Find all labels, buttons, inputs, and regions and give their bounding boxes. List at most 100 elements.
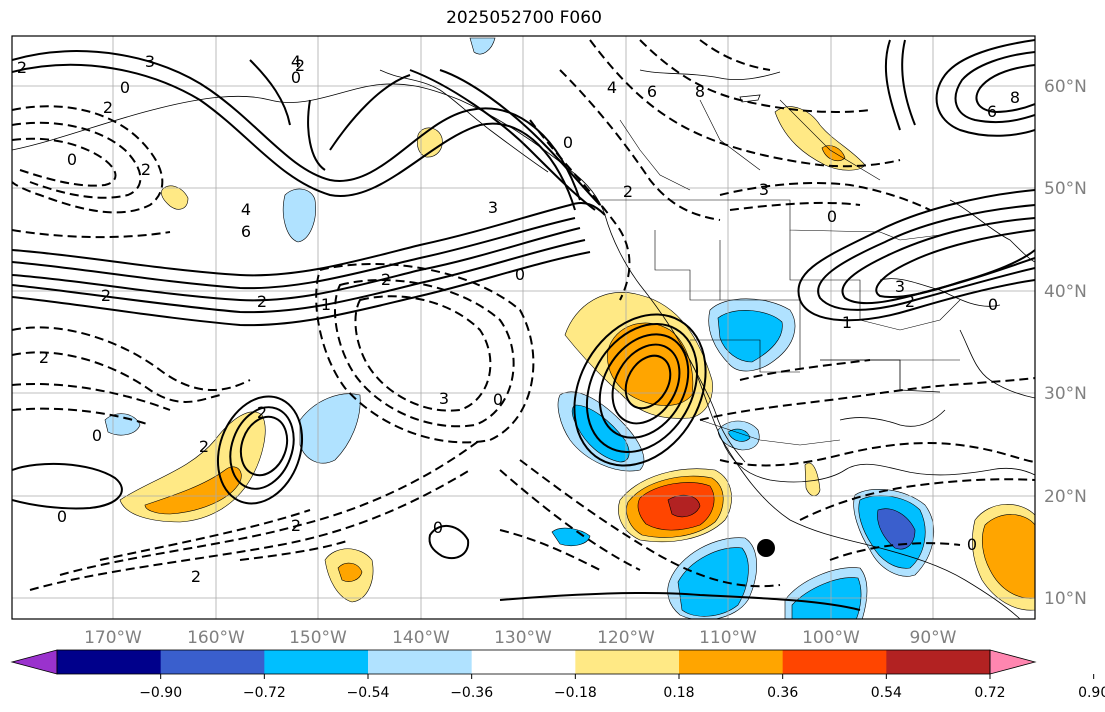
contour-label: 1 [842,313,852,332]
colorbar-tick-label: −0.36 [450,685,493,701]
lon-label: 160°W [187,628,245,648]
shade-blue [727,428,751,442]
coastlines [12,69,1035,619]
shade-yellow [161,185,189,210]
contour-label: 8 [1010,88,1020,107]
colorbar-segment [57,650,162,674]
graticule [12,36,1035,619]
contour-label: 4 [607,78,617,97]
map-title: 2025052700 F060 [446,8,602,28]
colorbar-tick-label: −0.18 [554,685,597,701]
contour-label: 4 [291,52,301,71]
colorbar-extend-high [989,649,1037,675]
contour-label: 0 [967,535,977,554]
contour-label: 6 [647,82,657,101]
lat-label: 30°N [1044,384,1087,404]
colorbar-tick-label: −0.90 [139,685,182,701]
contour-label: 2 [141,160,151,179]
lon-label: 170°W [84,628,142,648]
latitude-labels: 60°N 50°N 40°N 30°N 20°N 10°N [1044,77,1087,609]
contour-label: 2 [905,292,915,311]
colorbar-segment [679,650,784,674]
lat-label: 10°N [1044,589,1087,609]
contour-label: 8 [695,82,705,101]
contour-label: 0 [563,133,573,152]
contour-label: 2 [191,567,201,586]
lat-label: 50°N [1044,179,1087,199]
contour-label: 0 [291,68,301,87]
colorbar-extend-low [10,649,58,675]
shade-medblue [877,508,916,550]
contour-label: 2 [295,56,305,75]
shade-blue [717,310,783,363]
contour-label: 2 [257,292,267,311]
lat-label: 40°N [1044,282,1087,302]
colorbar-segment [886,650,991,674]
contour-label: 4 [241,200,251,219]
contour-label: 2 [381,270,391,289]
colorbar-segment [575,650,680,674]
colorbar-tick-label: −0.54 [347,685,390,701]
contour-label: 3 [895,277,905,296]
storm-position-marker [757,539,775,557]
shade-blue [551,527,591,547]
shade-lightblue [282,188,316,243]
colorbar-tick-label: −0.72 [243,685,286,701]
colorbar-tick-label: 0.18 [663,685,694,701]
colorbar-segment [160,650,265,674]
contour-label: 2 [39,348,49,367]
contour-label: 0 [92,426,102,445]
political-borders [600,99,961,446]
contour-label: 0 [515,265,525,284]
contour-label: 0 [988,295,998,314]
contour-label: 3 [145,52,155,71]
shade-orange [337,562,363,582]
shade-blue [571,404,630,463]
colorbar-outline [56,649,991,675]
lon-label: 140°W [392,628,450,648]
lon-label: 110°W [699,628,757,648]
contour-label: 6 [987,102,997,121]
colorbar-segment [264,650,369,674]
contour-label: 2 [17,58,27,77]
contour-label: 3 [759,180,769,199]
colorbar-segment [782,650,887,674]
contour-label: 2 [623,182,633,201]
colorbar-tick-label: 0.36 [767,685,798,701]
contour-label: 0 [57,507,67,526]
lon-label: 150°W [289,628,347,648]
contour-label: 2 [257,403,267,422]
shade-orange [981,514,1035,599]
shade-darkred [667,494,701,518]
contour-label: 6 [241,222,251,241]
colorbar-tick-label: 0.90 [1078,685,1105,701]
dashed-contours [12,39,1035,591]
contour-label: 0 [433,518,443,537]
colorbar-segment [368,650,473,674]
colorbar: −0.90 −0.72 −0.54 −0.36 −0.18 0.18 0.36 0.54 0.7… [10,649,1105,701]
contour-label: 2 [103,98,113,117]
contour-label: 3 [439,389,449,408]
lon-label: 130°W [494,628,552,648]
lat-label: 20°N [1044,487,1087,507]
colorbar-tick-label: 0.54 [871,685,902,701]
shaded-fields [104,37,1035,619]
lon-label: 100°W [802,628,860,648]
colorbar-segment [471,650,576,674]
shade-lightblue [299,393,361,464]
shade-orange [821,145,846,161]
contour-label: 2 [101,286,111,305]
contour-label: 0 [120,78,130,97]
contour-label: 0 [827,207,837,226]
shade-lightblue [469,37,496,55]
map-frame [11,35,1036,620]
colorbar-tick-label: 0.72 [974,685,1005,701]
contour-label: 2 [199,437,209,456]
contour-label: 0 [67,150,77,169]
shade-blue [677,547,749,617]
contour-label: 1 [321,295,331,314]
lat-label: 60°N [1044,77,1087,97]
longitude-labels: 170°W 160°W 150°W 140°W 130°W 120°W 110°… [84,628,957,648]
